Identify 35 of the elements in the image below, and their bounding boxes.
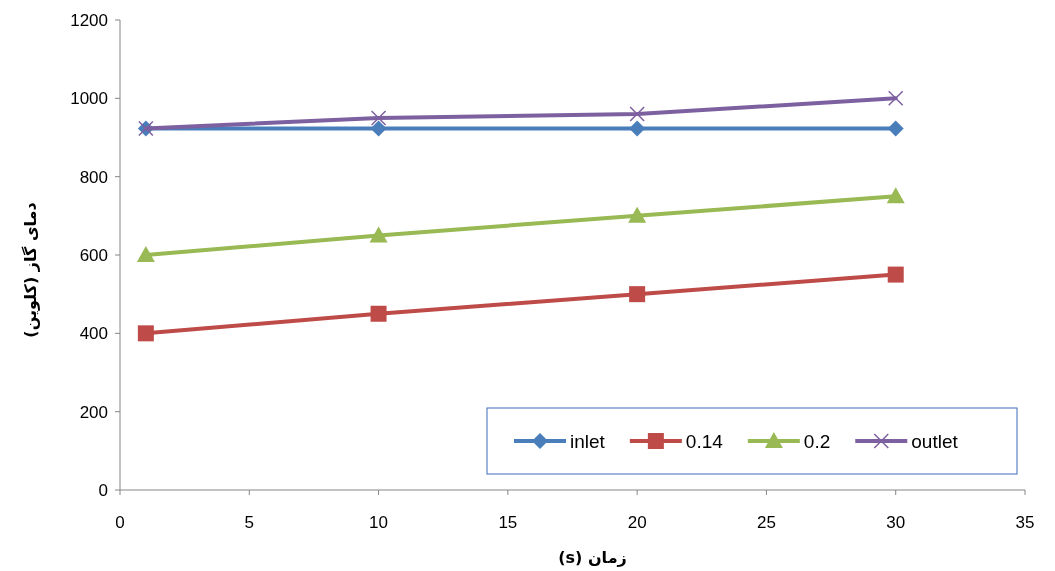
y-tick-label: 0 [98, 481, 108, 500]
x-tick-label: 15 [498, 513, 518, 532]
point [137, 325, 154, 342]
y-tick-label: 1000 [70, 89, 108, 109]
point [370, 305, 387, 322]
point [629, 286, 646, 303]
y-tick-label: 200 [79, 402, 108, 422]
legend-label: inlet [570, 431, 606, 452]
point [369, 226, 388, 243]
x-axis-title: زمان (s) [558, 548, 627, 567]
x-tick-label: 25 [756, 513, 776, 532]
y-tick-label: 400 [79, 324, 108, 344]
point [886, 187, 905, 204]
legend-label: outlet [911, 431, 959, 452]
legend-label: 0.2 [803, 431, 831, 452]
y-tick-label: 600 [79, 246, 108, 265]
y-axis-title: دمای گاز (کلوین) [21, 202, 40, 338]
x-tick-label: 0 [115, 513, 125, 532]
x-tick-label: 10 [369, 513, 389, 532]
y-tick-label: 800 [79, 167, 108, 187]
x-tick-label: 20 [627, 513, 647, 532]
point [370, 110, 387, 126]
point [887, 120, 904, 137]
legend-label: 0.14 [685, 431, 724, 452]
point [887, 266, 904, 283]
x-tick-label: 35 [1015, 513, 1035, 532]
point [370, 120, 387, 137]
point [629, 120, 646, 137]
x-tick-label: 5 [244, 513, 255, 532]
y-tick-label: 1200 [70, 11, 108, 30]
point [887, 90, 904, 107]
point [629, 106, 645, 122]
point [136, 246, 155, 262]
x-tick-label: 30 [886, 513, 906, 532]
point [628, 206, 647, 223]
